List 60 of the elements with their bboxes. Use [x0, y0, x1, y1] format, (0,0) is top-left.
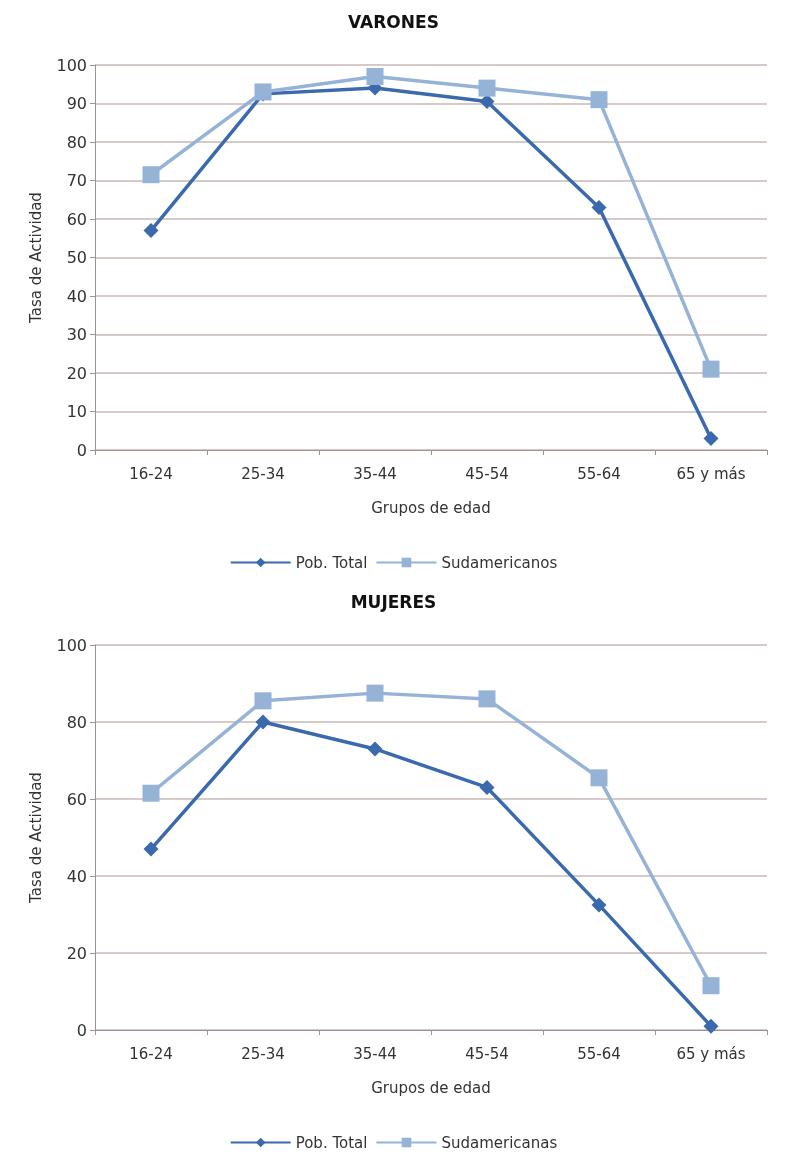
x-tick-label: 55-64 — [577, 1044, 621, 1063]
x-tick-label: 55-64 — [577, 464, 621, 483]
point — [479, 94, 495, 110]
point — [143, 223, 159, 239]
y-tick-label: 100 — [56, 55, 87, 75]
point — [255, 714, 271, 730]
y-tick-label: 10 — [66, 402, 87, 421]
point — [591, 897, 607, 913]
y-tick-label: 50 — [66, 248, 87, 267]
legend-label: Pob. Total — [295, 553, 368, 572]
point — [254, 692, 272, 710]
x-tick-label: 45-54 — [465, 464, 509, 483]
point — [366, 684, 384, 702]
x-tick-label: 16-24 — [129, 464, 173, 483]
point — [702, 360, 720, 378]
y-tick-label: 90 — [66, 94, 87, 113]
point — [590, 769, 608, 787]
legend-label: Pob. Total — [295, 1133, 368, 1152]
chart-title: VARONES — [348, 11, 439, 32]
point — [478, 79, 496, 97]
y-axis-title: Tasa de Actividad — [26, 192, 45, 324]
x-tick-label: 65 y más — [676, 1044, 746, 1063]
point — [143, 841, 159, 857]
y-tick-label: 60 — [66, 209, 87, 229]
x-axis-title: Grupos de edad — [371, 1078, 491, 1097]
x-tick-label: 16-24 — [129, 1044, 173, 1063]
y-axis-title: Tasa de Actividad — [26, 772, 45, 904]
y-tick-label: 70 — [66, 171, 87, 190]
point — [478, 690, 496, 708]
y-tick-label: 100 — [56, 635, 87, 655]
x-tick-label: 45-54 — [465, 1044, 509, 1063]
point — [479, 779, 495, 795]
x-tick-label: 65 y más — [676, 464, 746, 483]
x-tick-label: 35-44 — [353, 1044, 397, 1063]
y-tick-label: 20 — [66, 943, 87, 963]
y-tick-label: 80 — [66, 132, 87, 152]
point — [367, 741, 383, 757]
y-tick-label: 60 — [66, 789, 87, 809]
y-tick-label: 0 — [76, 1020, 87, 1040]
y-tick-label: 80 — [66, 712, 87, 732]
y-tick-label: 30 — [66, 325, 87, 344]
y-tick-label: 20 — [66, 363, 87, 383]
y-tick-label: 40 — [66, 286, 87, 306]
point — [703, 430, 719, 446]
legend-label: Sudamericanos — [441, 553, 558, 572]
x-tick-label: 35-44 — [353, 464, 397, 483]
point — [142, 166, 160, 184]
point — [702, 977, 720, 995]
point — [703, 1018, 719, 1034]
point — [590, 91, 608, 109]
y-tick-label: 40 — [66, 866, 87, 886]
x-axis-title: Grupos de edad — [371, 498, 491, 517]
chart-title: MUJERES — [350, 591, 437, 612]
y-tick-label: 0 — [76, 440, 87, 460]
point — [142, 784, 160, 802]
point — [591, 199, 607, 215]
legend-label: Sudamericanas — [441, 1133, 558, 1152]
x-tick-label: 25-34 — [241, 1044, 285, 1063]
point — [366, 68, 384, 86]
x-tick-label: 25-34 — [241, 464, 285, 483]
